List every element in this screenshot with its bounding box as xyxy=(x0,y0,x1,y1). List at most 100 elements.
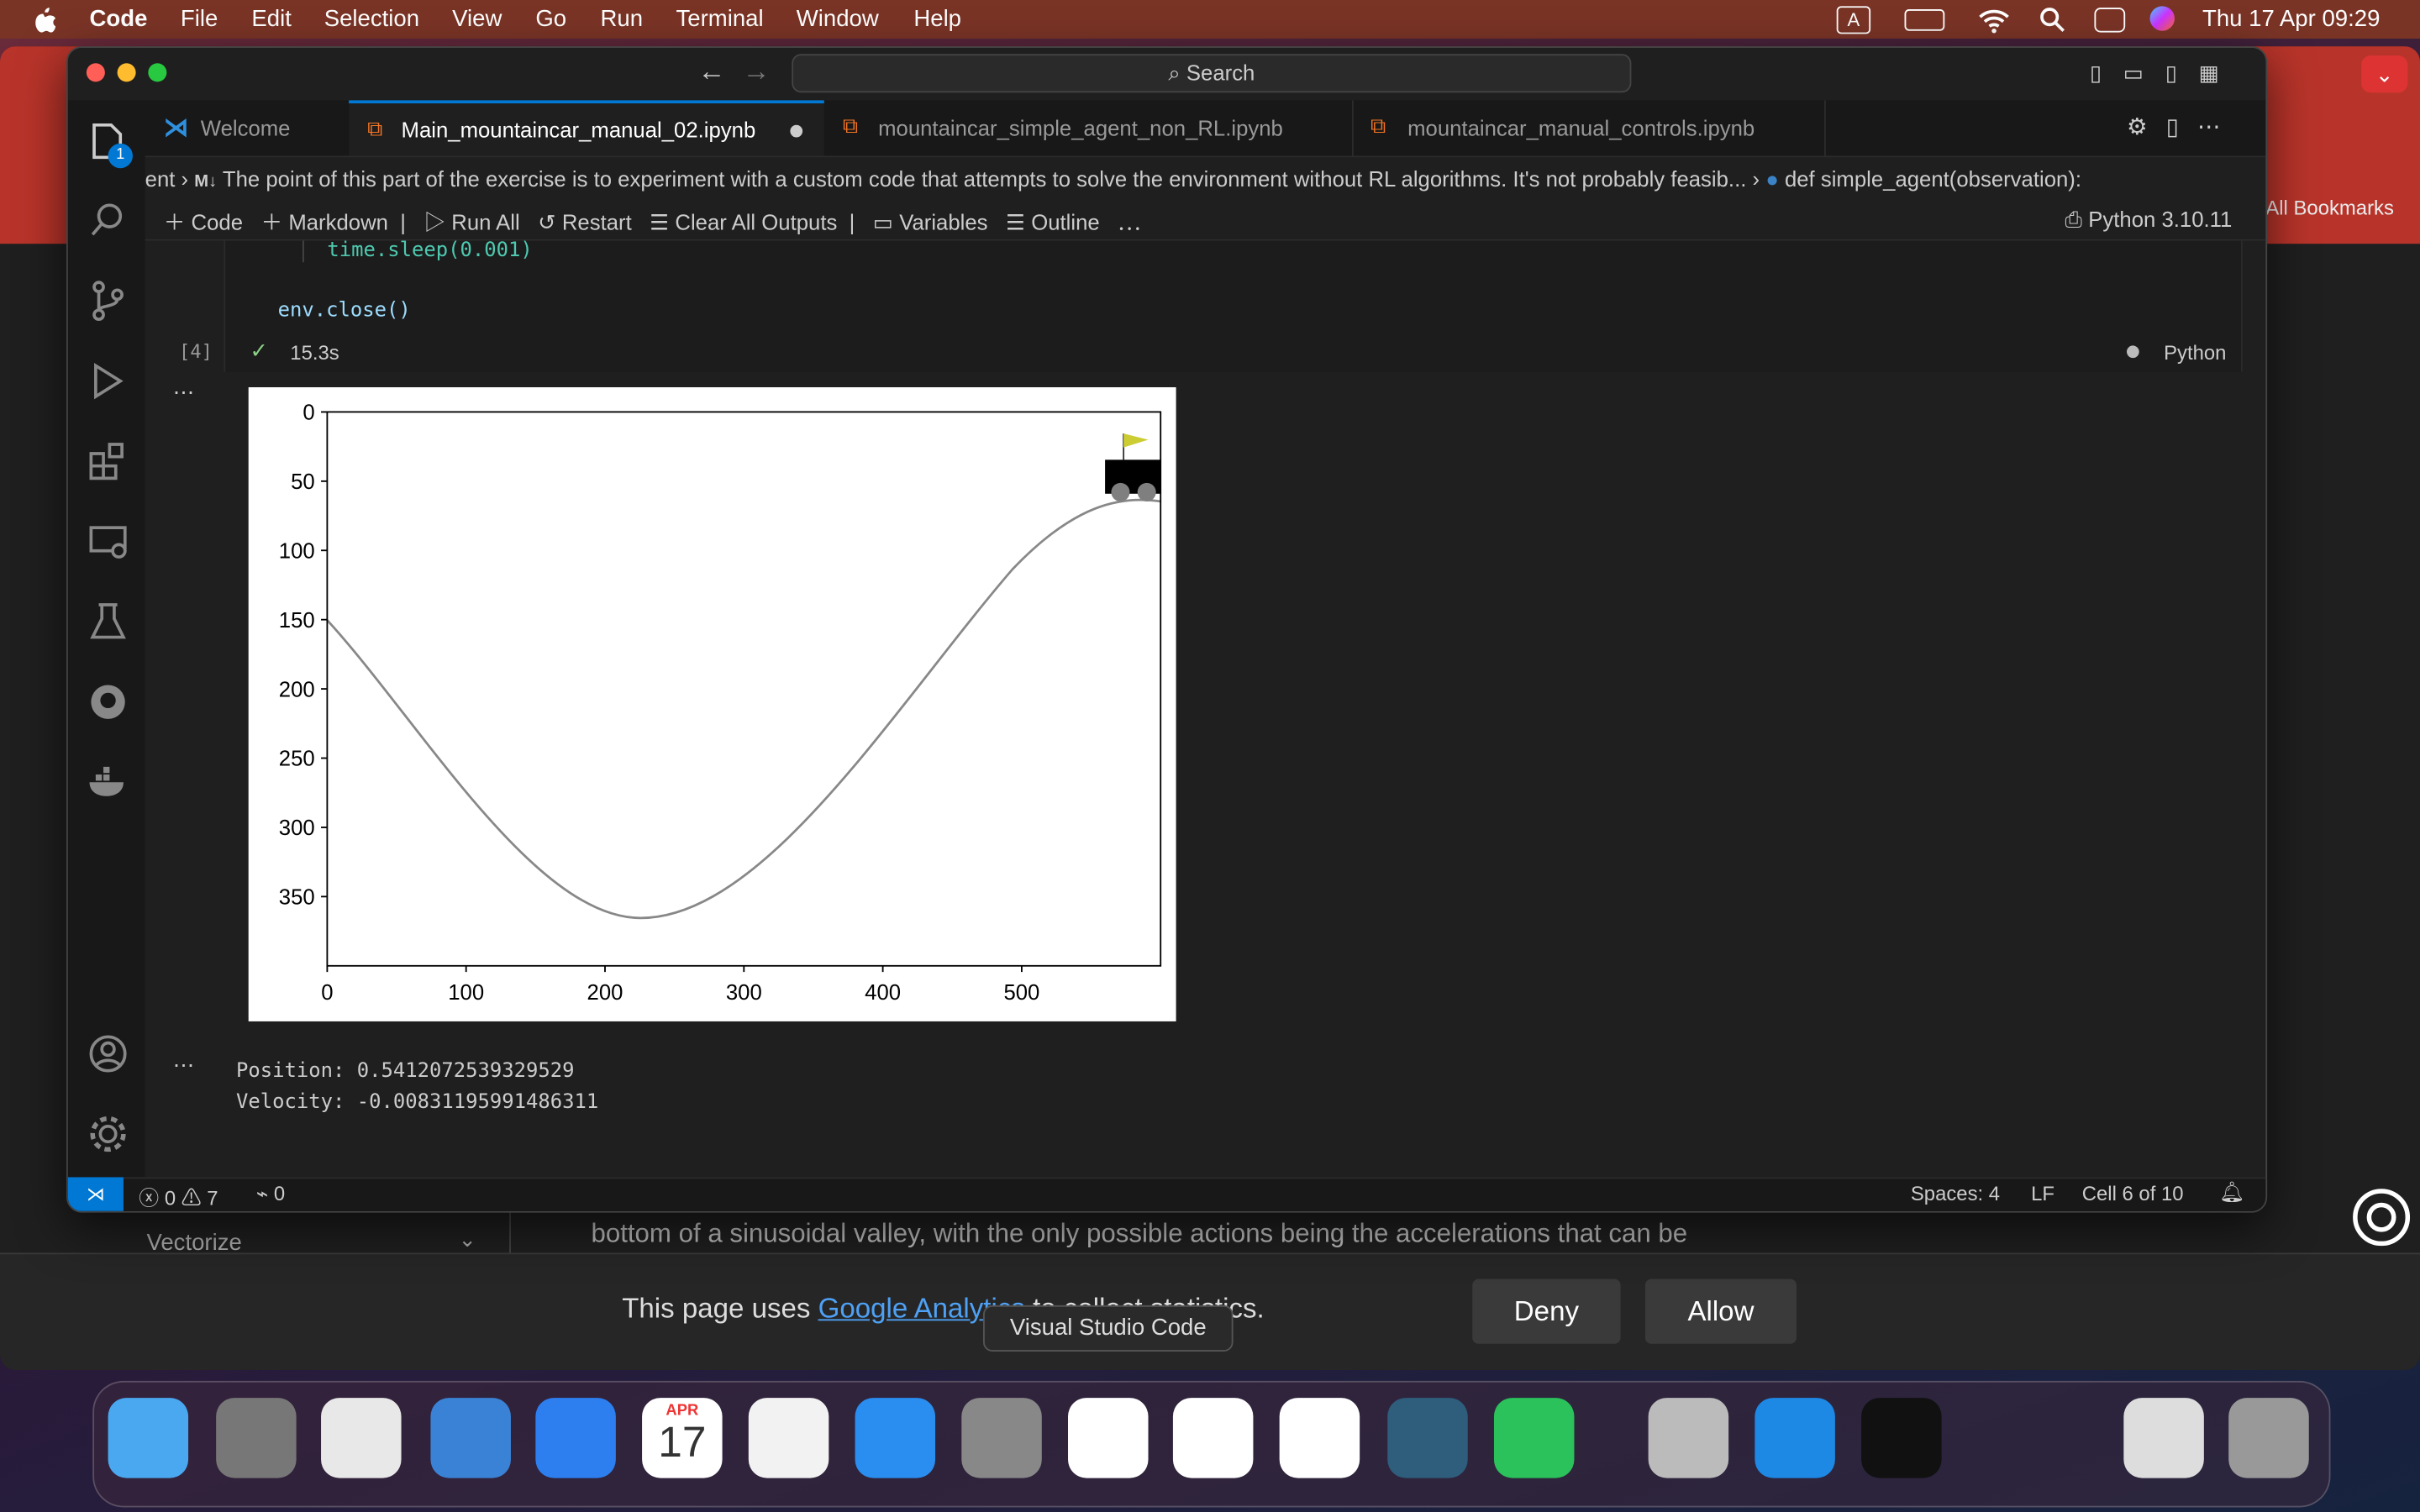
menu-item[interactable]: View xyxy=(452,6,502,33)
notifications[interactable]: 🔔︎ xyxy=(2219,1180,2245,1204)
close[interactable] xyxy=(86,63,105,82)
dock-app[interactable] xyxy=(1387,1398,1468,1478)
dock-app[interactable] xyxy=(961,1398,1042,1478)
tab[interactable]: ⧉ mountaincar_manual_controls.ipynb xyxy=(1352,100,1826,156)
dock-app[interactable] xyxy=(2228,1398,2309,1478)
menu-item[interactable]: Run xyxy=(600,6,644,33)
paragraph: bottom of a sinusoidal valley, with the … xyxy=(591,1219,1688,1248)
toolbar-label: Outline xyxy=(1031,209,1100,235)
menu-item[interactable]: Terminal xyxy=(676,6,764,33)
app-name[interactable]: Code xyxy=(89,6,148,33)
dock-app[interactable] xyxy=(748,1398,829,1478)
scm-icon[interactable] xyxy=(87,279,129,322)
dock-app[interactable] xyxy=(855,1398,936,1478)
settings-icon[interactable] xyxy=(87,1112,129,1155)
crumb[interactable]: def simple_agent(observation): xyxy=(1784,166,2082,192)
output-menu[interactable]: ⋯ xyxy=(172,379,195,405)
siri[interactable] xyxy=(2149,6,2175,31)
code-cell[interactable] xyxy=(224,240,2243,372)
problems[interactable]: ⓧ 0 ⚠ 7 xyxy=(139,1186,218,1210)
toolbar-divider xyxy=(145,239,2266,241)
toolbar-button[interactable]: ☰ Clear All Outputs xyxy=(650,209,838,235)
divider xyxy=(509,1210,511,1257)
crumb[interactable]: The point of this part of the exercise i… xyxy=(222,166,1747,192)
dock-app[interactable] xyxy=(1279,1398,1360,1478)
ports[interactable]: ⌁ 0 xyxy=(255,1181,286,1205)
zoom[interactable] xyxy=(148,63,167,82)
remote-indicator[interactable]: ⋊ xyxy=(67,1177,124,1211)
output-menu[interactable]: ⋯ xyxy=(172,1052,195,1078)
menu-item[interactable]: Selection xyxy=(324,6,420,33)
chevron[interactable]: ⌄ xyxy=(458,1226,477,1252)
dock-app[interactable] xyxy=(1493,1398,1575,1478)
dock-app[interactable] xyxy=(1068,1398,1149,1478)
command-center[interactable]: ⌕ Search xyxy=(792,54,1632,93)
back[interactable]: ← xyxy=(697,55,726,87)
menu-item[interactable]: File xyxy=(180,6,218,33)
accounts-icon[interactable] xyxy=(87,1032,129,1075)
allow-button[interactable]: Allow xyxy=(1644,1278,1797,1344)
dock-app[interactable] xyxy=(1172,1398,1254,1478)
cell-language[interactable]: Python xyxy=(2164,340,2227,365)
dock-app[interactable] xyxy=(321,1398,402,1478)
cell-position[interactable]: Cell 6 of 10 xyxy=(2081,1181,2184,1205)
dock-app[interactable] xyxy=(535,1398,616,1478)
github-icon[interactable] xyxy=(87,680,129,723)
toolbar-button[interactable]: ▭ Variables xyxy=(872,209,988,235)
mountain-curve xyxy=(326,498,1161,920)
dock-app[interactable] xyxy=(1966,1398,2047,1478)
remote-icon[interactable] xyxy=(87,520,129,563)
extensions-icon[interactable] xyxy=(87,439,129,482)
menu-item[interactable]: Window xyxy=(796,6,879,33)
more[interactable]: ⋯ xyxy=(1118,209,1141,235)
cookie-before: This page uses xyxy=(622,1293,818,1324)
input-source[interactable]: A xyxy=(1836,6,1871,34)
tab[interactable]: ⧉ mountaincar_simple_agent_non_RL.ipynb xyxy=(824,100,1354,156)
forward[interactable]: → xyxy=(742,55,771,87)
indentation[interactable]: Spaces: 4 xyxy=(1910,1181,2001,1205)
layout-controls[interactable]: ▯▭▯▦ xyxy=(2089,60,2241,86)
tab-active[interactable]: ⧉ Main_mountaincar_manual_02.ipynb xyxy=(349,100,824,156)
dock-app[interactable] xyxy=(108,1398,189,1478)
dock-app[interactable] xyxy=(430,1398,511,1478)
calendar-icon[interactable]: APR 17 xyxy=(642,1398,723,1478)
kernel-picker[interactable]: ⎙ Python 3.10.11 xyxy=(2065,207,2233,232)
search-icon[interactable] xyxy=(87,199,129,242)
docker-icon[interactable] xyxy=(87,761,129,804)
minimize[interactable] xyxy=(117,63,136,82)
toolbar-button[interactable]: ☰ Outline xyxy=(1005,209,1100,235)
eol[interactable]: LF xyxy=(2031,1181,2055,1205)
control-center[interactable] xyxy=(2094,8,2126,33)
tab[interactable]: ⋊ Welcome xyxy=(163,115,291,142)
clock[interactable]: Thu 17 Apr 09:29 xyxy=(2202,6,2381,33)
chatgpt-icon[interactable] xyxy=(2349,1185,2414,1250)
deny-button[interactable]: Deny xyxy=(1472,1278,1621,1344)
wifi[interactable] xyxy=(1977,6,2011,34)
dock-app[interactable] xyxy=(1861,1398,1942,1478)
bookmarks[interactable]: All Bookmarks xyxy=(2265,196,2394,219)
tab-label: Main_mountaincar_manual_02.ipynb xyxy=(401,117,756,142)
output-line: Velocity: -0.00831195991486311 xyxy=(236,1090,599,1115)
menu-item[interactable]: Help xyxy=(913,6,962,33)
spotlight[interactable] xyxy=(2039,6,2066,34)
toolbar-button[interactable]: ↺ Restart xyxy=(538,209,632,235)
activity-bar: 1 xyxy=(67,100,145,1178)
editor-actions[interactable]: ⚙▯⋯ xyxy=(2127,113,2239,141)
toolbar-button[interactable]: ＋ Code xyxy=(163,209,244,235)
toolbar-button[interactable]: ＋ Markdown xyxy=(260,209,388,235)
dock-app[interactable] xyxy=(216,1398,297,1478)
tab-menu[interactable]: ⌄ xyxy=(2361,55,2408,93)
menu-item[interactable]: Edit xyxy=(251,6,292,33)
battery[interactable] xyxy=(1904,9,1945,31)
debug-icon[interactable] xyxy=(87,360,129,402)
crumb[interactable]: M↓ xyxy=(194,172,218,192)
testing-icon[interactable] xyxy=(87,600,129,643)
toolbar-button[interactable]: ▷ Run All xyxy=(424,209,520,235)
menu-item[interactable]: Go xyxy=(535,6,567,33)
sidebar-item[interactable]: Vectorize xyxy=(146,1229,242,1257)
crumb[interactable]: ent xyxy=(145,166,176,192)
dock-app[interactable] xyxy=(1754,1398,1835,1478)
dock-app[interactable] xyxy=(1648,1398,1729,1478)
code-line: env.close() xyxy=(277,299,411,323)
dock-app[interactable] xyxy=(2123,1398,2204,1478)
